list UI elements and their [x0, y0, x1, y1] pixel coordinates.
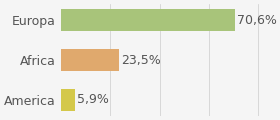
Text: 5,9%: 5,9%	[77, 93, 109, 106]
Bar	[61, 49, 119, 71]
Bar	[61, 89, 75, 111]
Text: 23,5%: 23,5%	[121, 54, 160, 66]
Text: 70,6%: 70,6%	[237, 14, 277, 27]
Bar	[61, 9, 235, 31]
